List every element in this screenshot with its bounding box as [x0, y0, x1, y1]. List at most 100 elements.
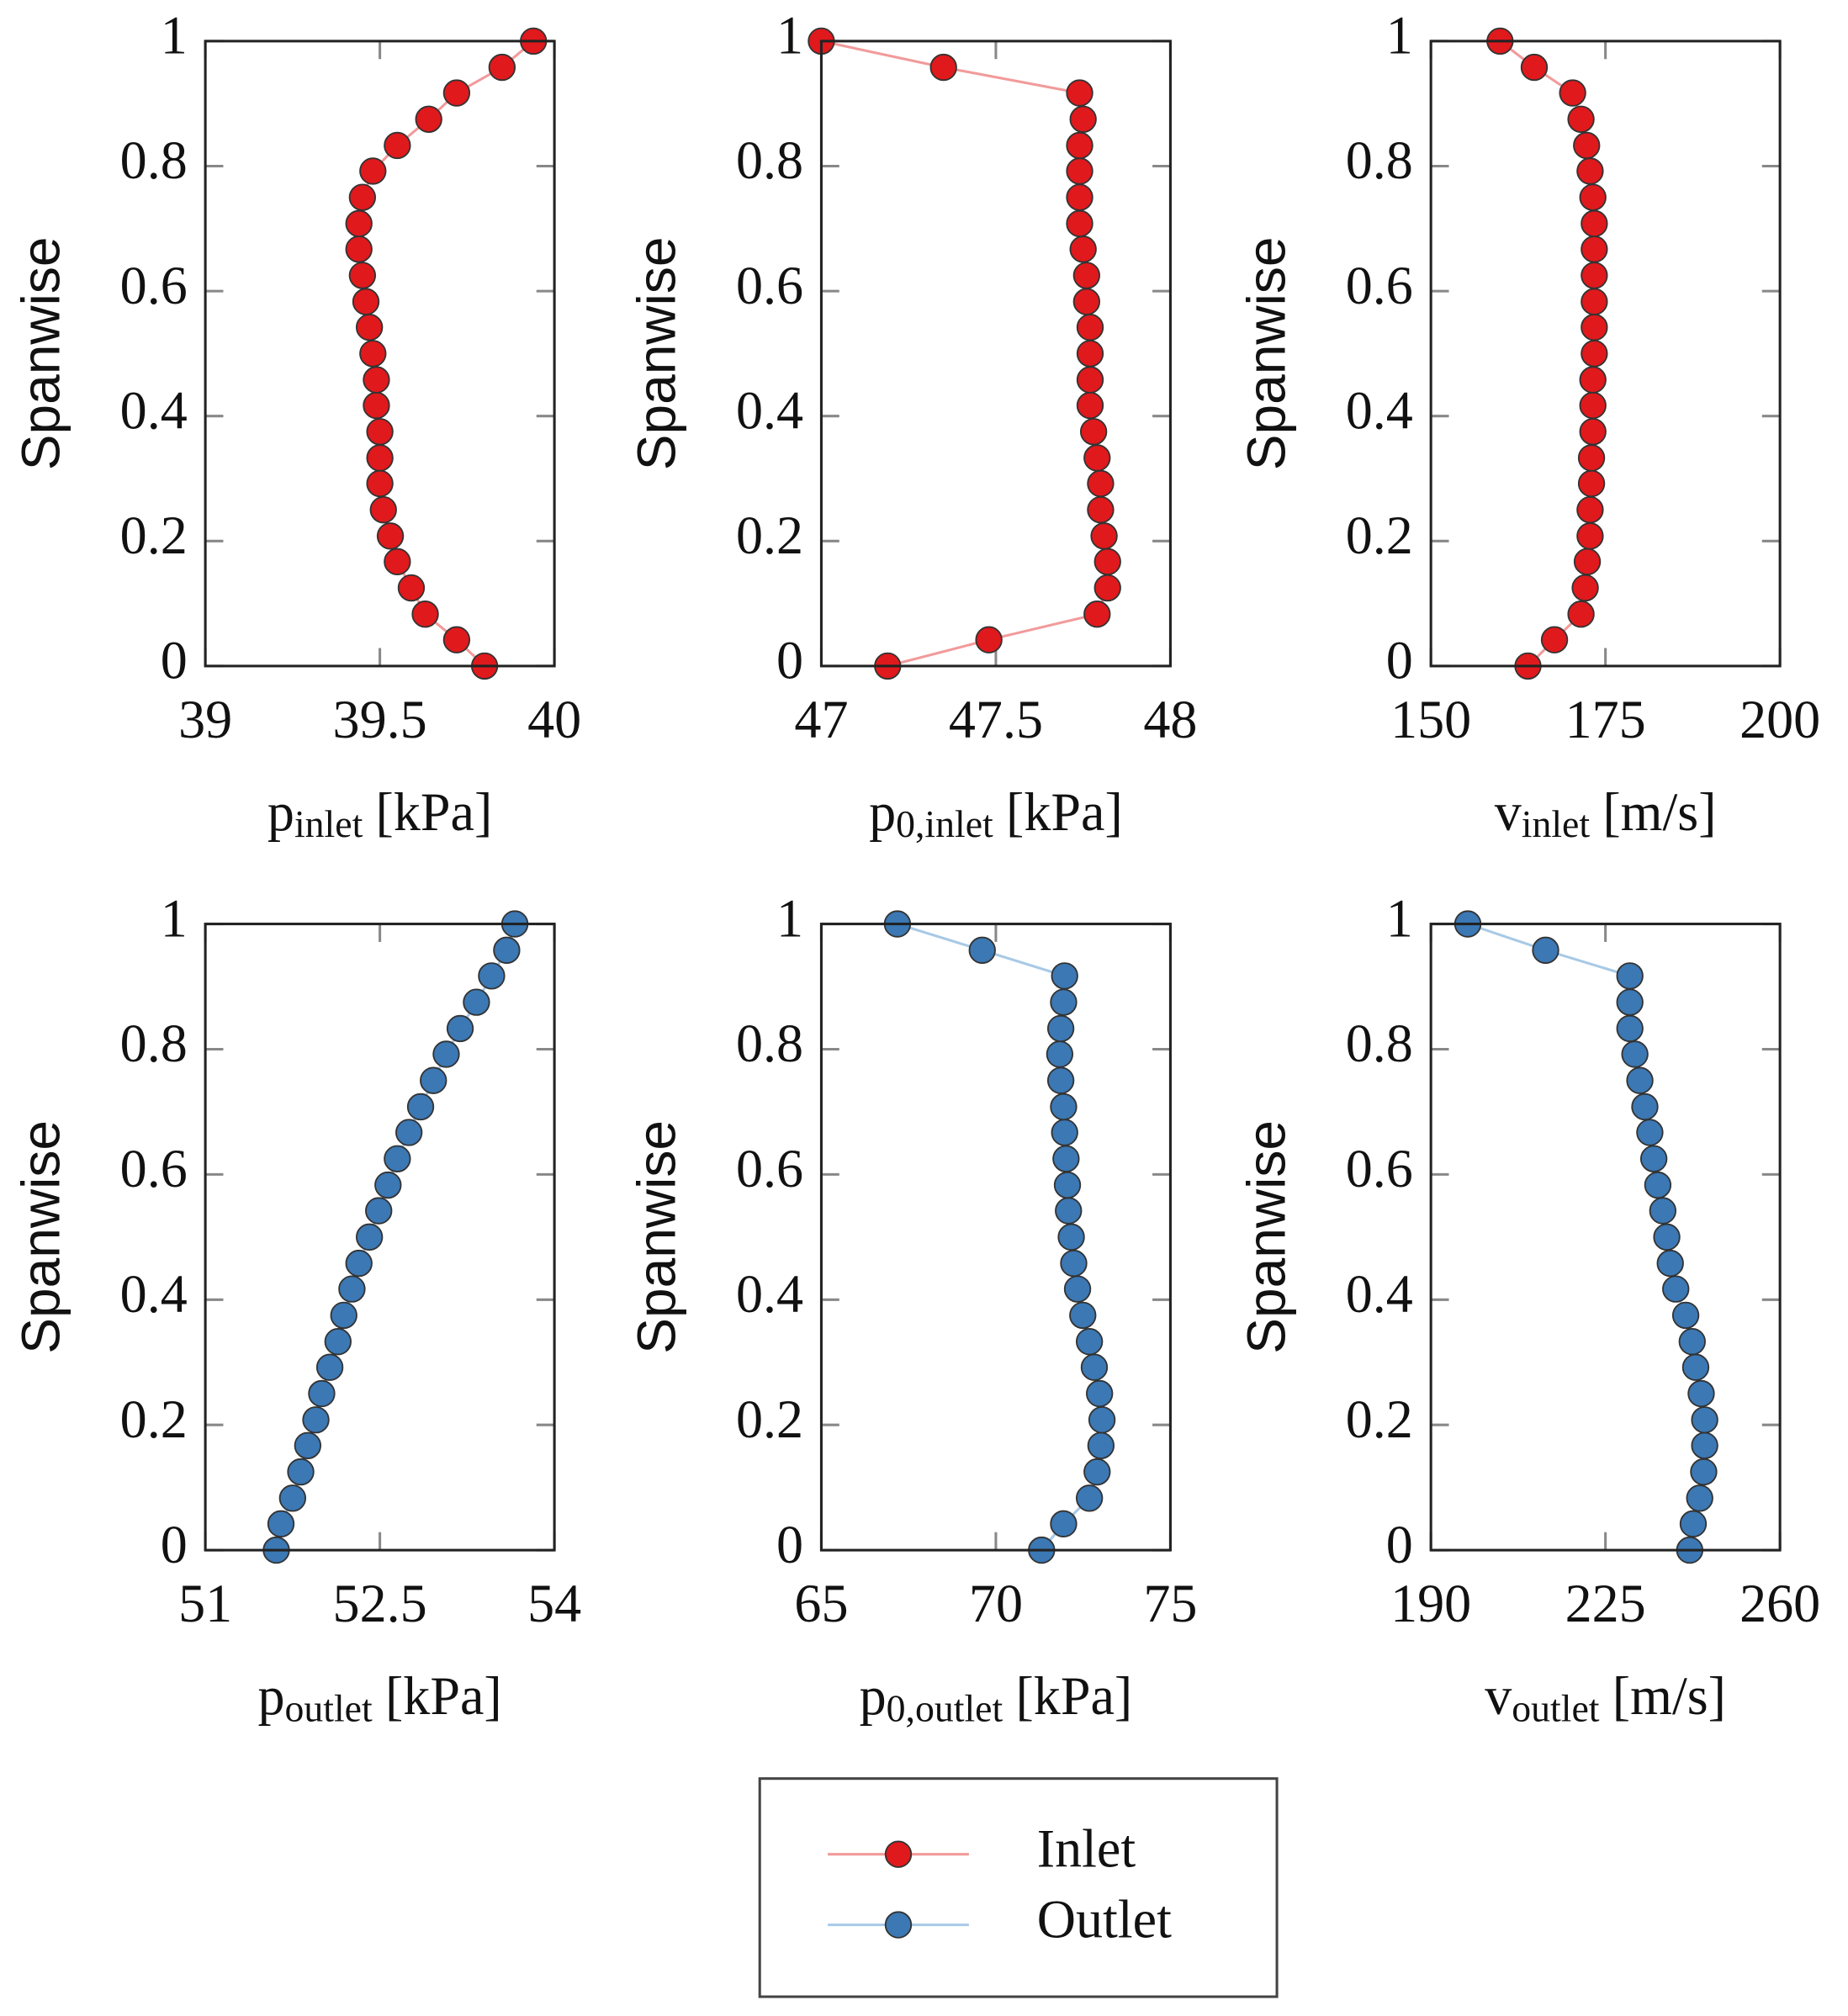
point	[1579, 183, 1607, 211]
y-tick-label: 0.2	[1346, 1389, 1413, 1449]
point	[1656, 1249, 1684, 1278]
x-tick-label: 150	[1390, 690, 1471, 749]
point	[1066, 131, 1093, 160]
y-tick-label: 0.2	[736, 505, 803, 565]
x-axis-label: p0,inlet [kPa]	[869, 782, 1123, 845]
y-tick-label: 1	[161, 888, 188, 948]
point	[1076, 340, 1104, 368]
point	[1581, 314, 1608, 341]
point	[345, 209, 373, 238]
point	[376, 522, 405, 550]
point	[1577, 469, 1606, 498]
point	[355, 314, 384, 341]
point	[1644, 1171, 1672, 1199]
point	[287, 1458, 315, 1486]
point	[1055, 1197, 1083, 1225]
point	[1581, 262, 1608, 289]
point	[384, 1145, 411, 1172]
point	[442, 79, 471, 107]
point	[1581, 340, 1608, 368]
point	[345, 235, 373, 263]
legend-label: Inlet	[1037, 1818, 1136, 1878]
x-label-unit: [kPa]	[1006, 782, 1123, 842]
point	[1072, 288, 1101, 315]
x-tick-label: 40	[527, 690, 581, 749]
y-tick-label: 0.2	[120, 1389, 188, 1449]
point	[1687, 1379, 1715, 1408]
x-label-unit: [kPa]	[1015, 1666, 1132, 1726]
point	[374, 1171, 402, 1199]
point	[1066, 79, 1093, 107]
y-axis-label: Spanwise	[627, 1120, 687, 1354]
point	[1053, 1171, 1082, 1199]
point	[1079, 418, 1108, 446]
x-label-symbol: p	[257, 1666, 284, 1726]
x-tick-label: 39	[178, 690, 232, 749]
axes-frame	[1429, 40, 1782, 668]
y-tick-label: 1	[1386, 6, 1413, 66]
x-tick-label: 175	[1565, 690, 1646, 749]
axes-frame	[819, 923, 1172, 1552]
x-tick-label: 48	[1143, 690, 1197, 749]
point	[1066, 157, 1093, 185]
point	[1662, 1275, 1690, 1303]
x-label-subscript: inlet	[294, 802, 363, 845]
x-tick-label: 200	[1739, 690, 1820, 749]
point	[1616, 988, 1644, 1016]
point	[1063, 1275, 1092, 1303]
y-tick-label: 0.8	[120, 1013, 188, 1073]
x-label-subscript: outlet	[284, 1686, 373, 1729]
x-tick-label: 51	[178, 1574, 232, 1633]
point	[1051, 962, 1078, 990]
y-tick-label: 0.8	[736, 130, 803, 190]
point	[1083, 1458, 1111, 1486]
y-tick-label: 0.6	[736, 1139, 803, 1198]
y-axis-label: Spanwise	[10, 237, 71, 471]
y-tick-label: 0.6	[736, 256, 803, 315]
point	[1088, 1406, 1116, 1434]
y-tick-label: 0.4	[1346, 1264, 1413, 1324]
y-tick-label: 0.4	[736, 1264, 803, 1324]
x-axis-label: vinlet [m/s]	[1495, 782, 1717, 845]
point	[1086, 1379, 1114, 1408]
point	[1075, 1484, 1104, 1512]
x-tick-label: 225	[1565, 1574, 1646, 1633]
x-label-unit: [kPa]	[376, 782, 493, 842]
point	[1581, 288, 1608, 315]
y-axis-label: Spanwise	[627, 237, 687, 471]
y-tick-label: 0	[776, 631, 803, 691]
y-tick-label: 1	[776, 6, 803, 66]
x-label-subscript: 0,inlet	[896, 802, 993, 845]
point	[1581, 209, 1608, 238]
y-tick-label: 0.2	[1346, 505, 1413, 565]
point	[442, 626, 471, 653]
point	[1567, 105, 1595, 133]
point	[294, 1431, 322, 1459]
x-label-subscript: outlet	[1512, 1686, 1600, 1729]
point	[1681, 1353, 1710, 1381]
point	[1090, 522, 1118, 550]
point	[929, 53, 957, 82]
point	[1653, 1223, 1681, 1251]
point	[348, 262, 377, 289]
point	[478, 962, 506, 990]
point	[975, 626, 1003, 653]
x-label-symbol: p	[860, 1666, 887, 1726]
x-label-unit: [m/s]	[1602, 782, 1716, 842]
x-tick-label: 52.5	[333, 1574, 427, 1633]
point	[267, 1510, 295, 1538]
y-tick-label: 1	[1386, 888, 1413, 948]
y-tick-label: 0	[1386, 1515, 1413, 1574]
point	[338, 1275, 366, 1303]
point	[1576, 495, 1604, 524]
point	[366, 418, 394, 446]
y-tick-label: 0.6	[120, 1139, 188, 1198]
point	[1069, 235, 1097, 263]
point	[1050, 988, 1078, 1016]
point	[1579, 391, 1607, 420]
point	[1639, 1145, 1668, 1172]
point	[1579, 418, 1607, 446]
x-tick-label: 65	[794, 1574, 848, 1633]
y-axis-label: Spanwise	[1236, 1120, 1296, 1354]
point	[1626, 1066, 1654, 1094]
